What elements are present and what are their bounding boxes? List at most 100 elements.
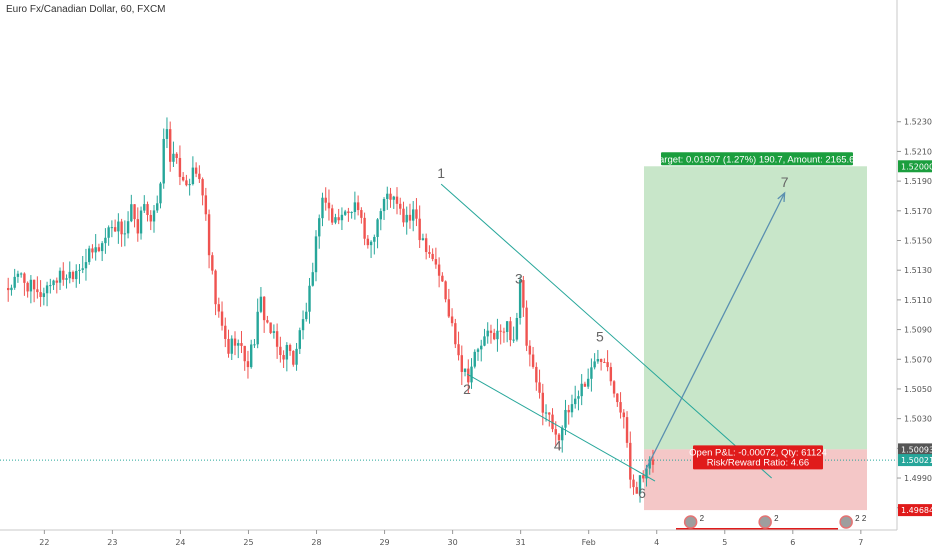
candle-body xyxy=(408,214,412,221)
candle-body xyxy=(191,167,195,185)
candle-body xyxy=(71,271,75,280)
lower-channel-line xyxy=(466,373,656,482)
price-tick-label: 1.51300 xyxy=(904,266,932,275)
target-label: Target: 0.01907 (1.27%) 190.7, Amount: 2… xyxy=(654,152,860,166)
candle-body xyxy=(577,396,580,399)
candle-body xyxy=(269,322,272,333)
candle-body xyxy=(399,203,402,209)
candle-body xyxy=(548,412,551,415)
stop-price-tag-text: 1.49684 xyxy=(901,506,932,515)
candle-body xyxy=(123,233,127,235)
event-count: 2 xyxy=(700,514,705,523)
target-price-tag-text: 1.52000 xyxy=(901,162,932,171)
candle-body xyxy=(473,351,476,367)
time-tick-label: 28 xyxy=(311,538,321,547)
candle-body xyxy=(259,296,263,312)
candle-body xyxy=(586,378,590,387)
candle-body xyxy=(515,318,519,340)
candle-body xyxy=(599,358,603,363)
candle-body xyxy=(522,280,525,308)
candle-body xyxy=(243,345,246,362)
candle-body xyxy=(188,184,191,186)
candle-body xyxy=(363,217,366,239)
candle-body xyxy=(405,214,408,223)
candle-body xyxy=(476,349,480,352)
candle-body xyxy=(275,331,279,347)
candle-body xyxy=(120,221,123,235)
candle-body xyxy=(561,427,564,441)
candle-body xyxy=(570,404,574,413)
candle-body xyxy=(535,366,538,383)
candle-body xyxy=(7,288,10,291)
candle-body xyxy=(353,202,357,213)
candle-body xyxy=(629,442,632,480)
candle-body xyxy=(233,338,237,346)
candle-body xyxy=(314,236,318,273)
candle-body xyxy=(201,179,204,196)
time-tick-label: 7 xyxy=(858,538,863,547)
candle-body xyxy=(217,304,220,312)
target-label-text: Target: 0.01907 (1.27%) 190.7, Amount: 2… xyxy=(654,154,859,165)
candle-body xyxy=(350,212,353,214)
candle-body xyxy=(483,336,486,346)
candle-body xyxy=(220,311,224,326)
candle-body xyxy=(642,475,645,479)
candle-body xyxy=(590,367,593,379)
candle-body xyxy=(651,459,655,465)
candle-body xyxy=(246,361,250,368)
candle-body xyxy=(172,153,175,162)
candle-body xyxy=(418,218,421,241)
candle-body xyxy=(337,217,340,221)
candle-body xyxy=(42,293,46,297)
projection-arrow-head xyxy=(777,191,786,203)
candle-body xyxy=(292,350,295,365)
candle-body xyxy=(551,414,554,430)
candle-body xyxy=(32,279,36,290)
candle-body xyxy=(518,280,522,319)
candle-body xyxy=(107,227,110,238)
candle-body xyxy=(528,345,532,355)
candle-body xyxy=(583,383,587,387)
candle-body xyxy=(81,268,84,270)
candle-body xyxy=(609,367,613,382)
candle-body xyxy=(279,346,282,356)
candle-body xyxy=(635,487,638,494)
wave-label-5: 5 xyxy=(596,328,604,344)
candle-body xyxy=(412,209,415,221)
candle-body xyxy=(308,285,311,312)
candle-body xyxy=(616,393,619,403)
candle-body xyxy=(253,344,256,346)
candle-body xyxy=(496,330,499,340)
candle-body xyxy=(392,196,395,200)
candle-body xyxy=(250,344,253,368)
candle-body xyxy=(256,311,259,345)
candle-body xyxy=(133,204,136,220)
candle-body xyxy=(298,330,301,349)
time-tick-label: 24 xyxy=(175,538,185,547)
time-axis: 22 23 24 25 28 29 30 31 Feb 4 5 6 7 xyxy=(0,529,897,547)
target-price-tag xyxy=(898,160,932,173)
candle-body xyxy=(156,203,159,211)
candle-body xyxy=(379,211,382,220)
candle-body xyxy=(431,253,434,260)
candle-body xyxy=(227,338,230,354)
time-tick-label: 4 xyxy=(654,538,659,547)
candle-body xyxy=(45,285,49,294)
wave-label-4: 4 xyxy=(554,438,562,454)
candle-body xyxy=(207,214,211,256)
event-markers: 2 2 2 2 xyxy=(676,514,867,530)
candle-body xyxy=(204,195,208,215)
candle-body xyxy=(541,392,544,413)
candle-body xyxy=(580,383,583,397)
candle-body xyxy=(596,358,600,362)
candle-body xyxy=(544,412,548,414)
event-icon xyxy=(758,515,772,529)
price-tick-label: 1.49900 xyxy=(904,474,932,483)
candle-body xyxy=(240,343,243,346)
price-tick-label: 1.51500 xyxy=(904,237,932,246)
candle-body xyxy=(26,282,29,292)
candle-body xyxy=(36,289,39,293)
price-tick-label: 1.51900 xyxy=(904,177,932,186)
candle-body xyxy=(146,204,149,215)
